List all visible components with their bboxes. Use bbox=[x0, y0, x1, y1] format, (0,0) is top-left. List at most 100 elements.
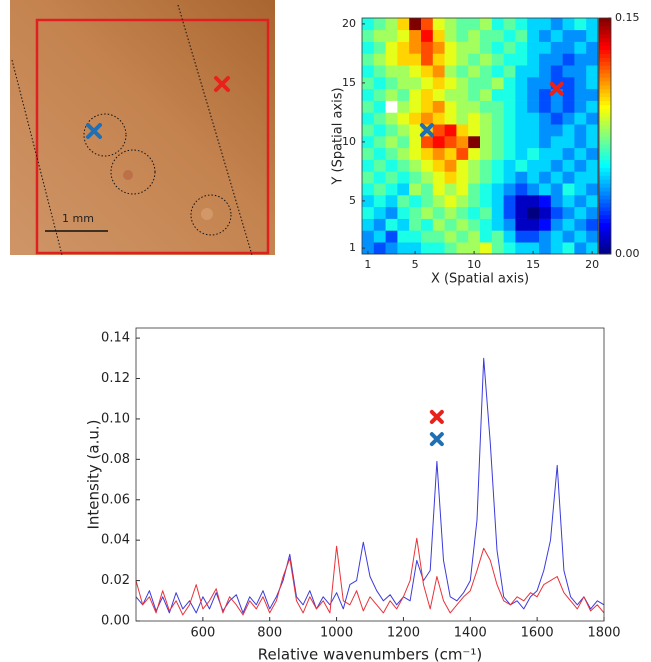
heat-cell bbox=[409, 171, 422, 184]
heat-cell bbox=[409, 41, 422, 54]
heat-cell bbox=[373, 147, 386, 160]
heat-cell bbox=[362, 100, 375, 113]
heat-cell bbox=[385, 230, 398, 243]
heat-cell bbox=[409, 218, 422, 231]
colorbar-segment bbox=[599, 214, 611, 220]
heat-cell bbox=[491, 195, 504, 208]
heat-cell bbox=[574, 171, 587, 184]
colorbar-frame bbox=[598, 17, 612, 255]
heat-cell bbox=[397, 171, 410, 184]
heat-cell bbox=[550, 18, 563, 31]
cross-stroke bbox=[419, 123, 434, 138]
colorbar-segment bbox=[599, 37, 611, 43]
heat-cell bbox=[515, 53, 528, 66]
heat-cell bbox=[373, 88, 386, 101]
heat-cell bbox=[550, 183, 563, 196]
heat-cell bbox=[362, 195, 375, 208]
heat-cell bbox=[432, 136, 445, 149]
heat-cell bbox=[397, 112, 410, 125]
heat-cell bbox=[480, 29, 493, 42]
heat-cell bbox=[562, 147, 575, 160]
colorbar-segment bbox=[599, 136, 611, 141]
heat-cell bbox=[385, 218, 398, 231]
heat-cell bbox=[456, 112, 469, 125]
heat-cell bbox=[432, 183, 445, 196]
colorbar-segment bbox=[599, 159, 611, 165]
heat-cell bbox=[574, 18, 587, 31]
heat-cell bbox=[362, 41, 375, 54]
heat-cell bbox=[468, 41, 481, 54]
heat-cell bbox=[527, 206, 540, 219]
heat-cell bbox=[503, 112, 516, 125]
heat-cell bbox=[456, 147, 469, 160]
heat-cell bbox=[503, 88, 516, 101]
heat-cell bbox=[385, 65, 398, 78]
heat-cell bbox=[527, 77, 540, 90]
heat-cell bbox=[373, 136, 386, 149]
heat-cell bbox=[444, 136, 457, 149]
heat-cell bbox=[444, 41, 457, 54]
heat-cell bbox=[539, 65, 552, 78]
heat-cell bbox=[421, 230, 434, 243]
heat-cell bbox=[456, 171, 469, 184]
heat-cell bbox=[468, 242, 481, 255]
heat-cell bbox=[397, 18, 410, 31]
circle bbox=[190, 194, 232, 236]
heat-cell bbox=[574, 218, 587, 231]
y-tick-label: 0.00 bbox=[101, 614, 130, 629]
heat-cell bbox=[574, 112, 587, 125]
x-tick-label: 5 bbox=[412, 258, 419, 271]
heat-cell bbox=[362, 171, 375, 184]
heat-cell bbox=[503, 218, 516, 231]
heat-cell bbox=[491, 171, 504, 184]
heat-cell bbox=[574, 41, 587, 54]
x-tick-label: 600 bbox=[190, 626, 215, 641]
heat-cell bbox=[456, 88, 469, 101]
colorbar-segment bbox=[599, 21, 611, 27]
heat-cell bbox=[444, 206, 457, 219]
heat-cell bbox=[480, 112, 493, 125]
heat-cell bbox=[421, 100, 434, 113]
heat-cell bbox=[491, 18, 504, 31]
x-axis-label: X (Spatial axis) bbox=[431, 272, 529, 287]
heat-cell bbox=[409, 112, 422, 125]
heat-cell bbox=[527, 41, 540, 54]
heat-cell bbox=[409, 18, 422, 31]
heat-cell bbox=[527, 147, 540, 160]
heat-cell bbox=[503, 77, 516, 90]
x-tick-label: 1600 bbox=[521, 626, 554, 641]
heat-cell bbox=[574, 53, 587, 66]
heat-cell bbox=[421, 183, 434, 196]
heat-cell bbox=[456, 206, 469, 219]
heat-cell bbox=[480, 136, 493, 149]
heat-cell bbox=[362, 218, 375, 231]
heat-cell bbox=[586, 159, 599, 172]
cross-stroke bbox=[429, 432, 444, 447]
y-tick-label: 20 bbox=[342, 17, 356, 30]
y-tick-label: 0.14 bbox=[101, 331, 130, 346]
x-tick-label: 10 bbox=[467, 258, 481, 271]
heat-cell bbox=[539, 77, 552, 90]
heat-cell bbox=[527, 88, 540, 101]
heat-cell bbox=[515, 206, 528, 219]
heat-cell bbox=[385, 242, 398, 255]
heat-cell bbox=[397, 124, 410, 137]
heat-cell bbox=[409, 206, 422, 219]
heat-cell bbox=[373, 171, 386, 184]
heat-cell bbox=[574, 183, 587, 196]
heat-cell bbox=[432, 242, 445, 255]
heat-cell bbox=[550, 41, 563, 54]
heat-cell bbox=[491, 53, 504, 66]
colorbar-segment bbox=[599, 175, 611, 180]
heat-cell bbox=[456, 65, 469, 78]
heat-cell bbox=[480, 183, 493, 196]
heat-cell bbox=[385, 206, 398, 219]
heat-cell bbox=[421, 18, 434, 31]
heat-cell bbox=[421, 136, 434, 149]
y-tick-label: 10 bbox=[342, 135, 356, 148]
heat-cell bbox=[503, 136, 516, 149]
heat-cell bbox=[550, 206, 563, 219]
x-tick-label: 1800 bbox=[587, 626, 620, 641]
heat-cell bbox=[373, 195, 386, 208]
